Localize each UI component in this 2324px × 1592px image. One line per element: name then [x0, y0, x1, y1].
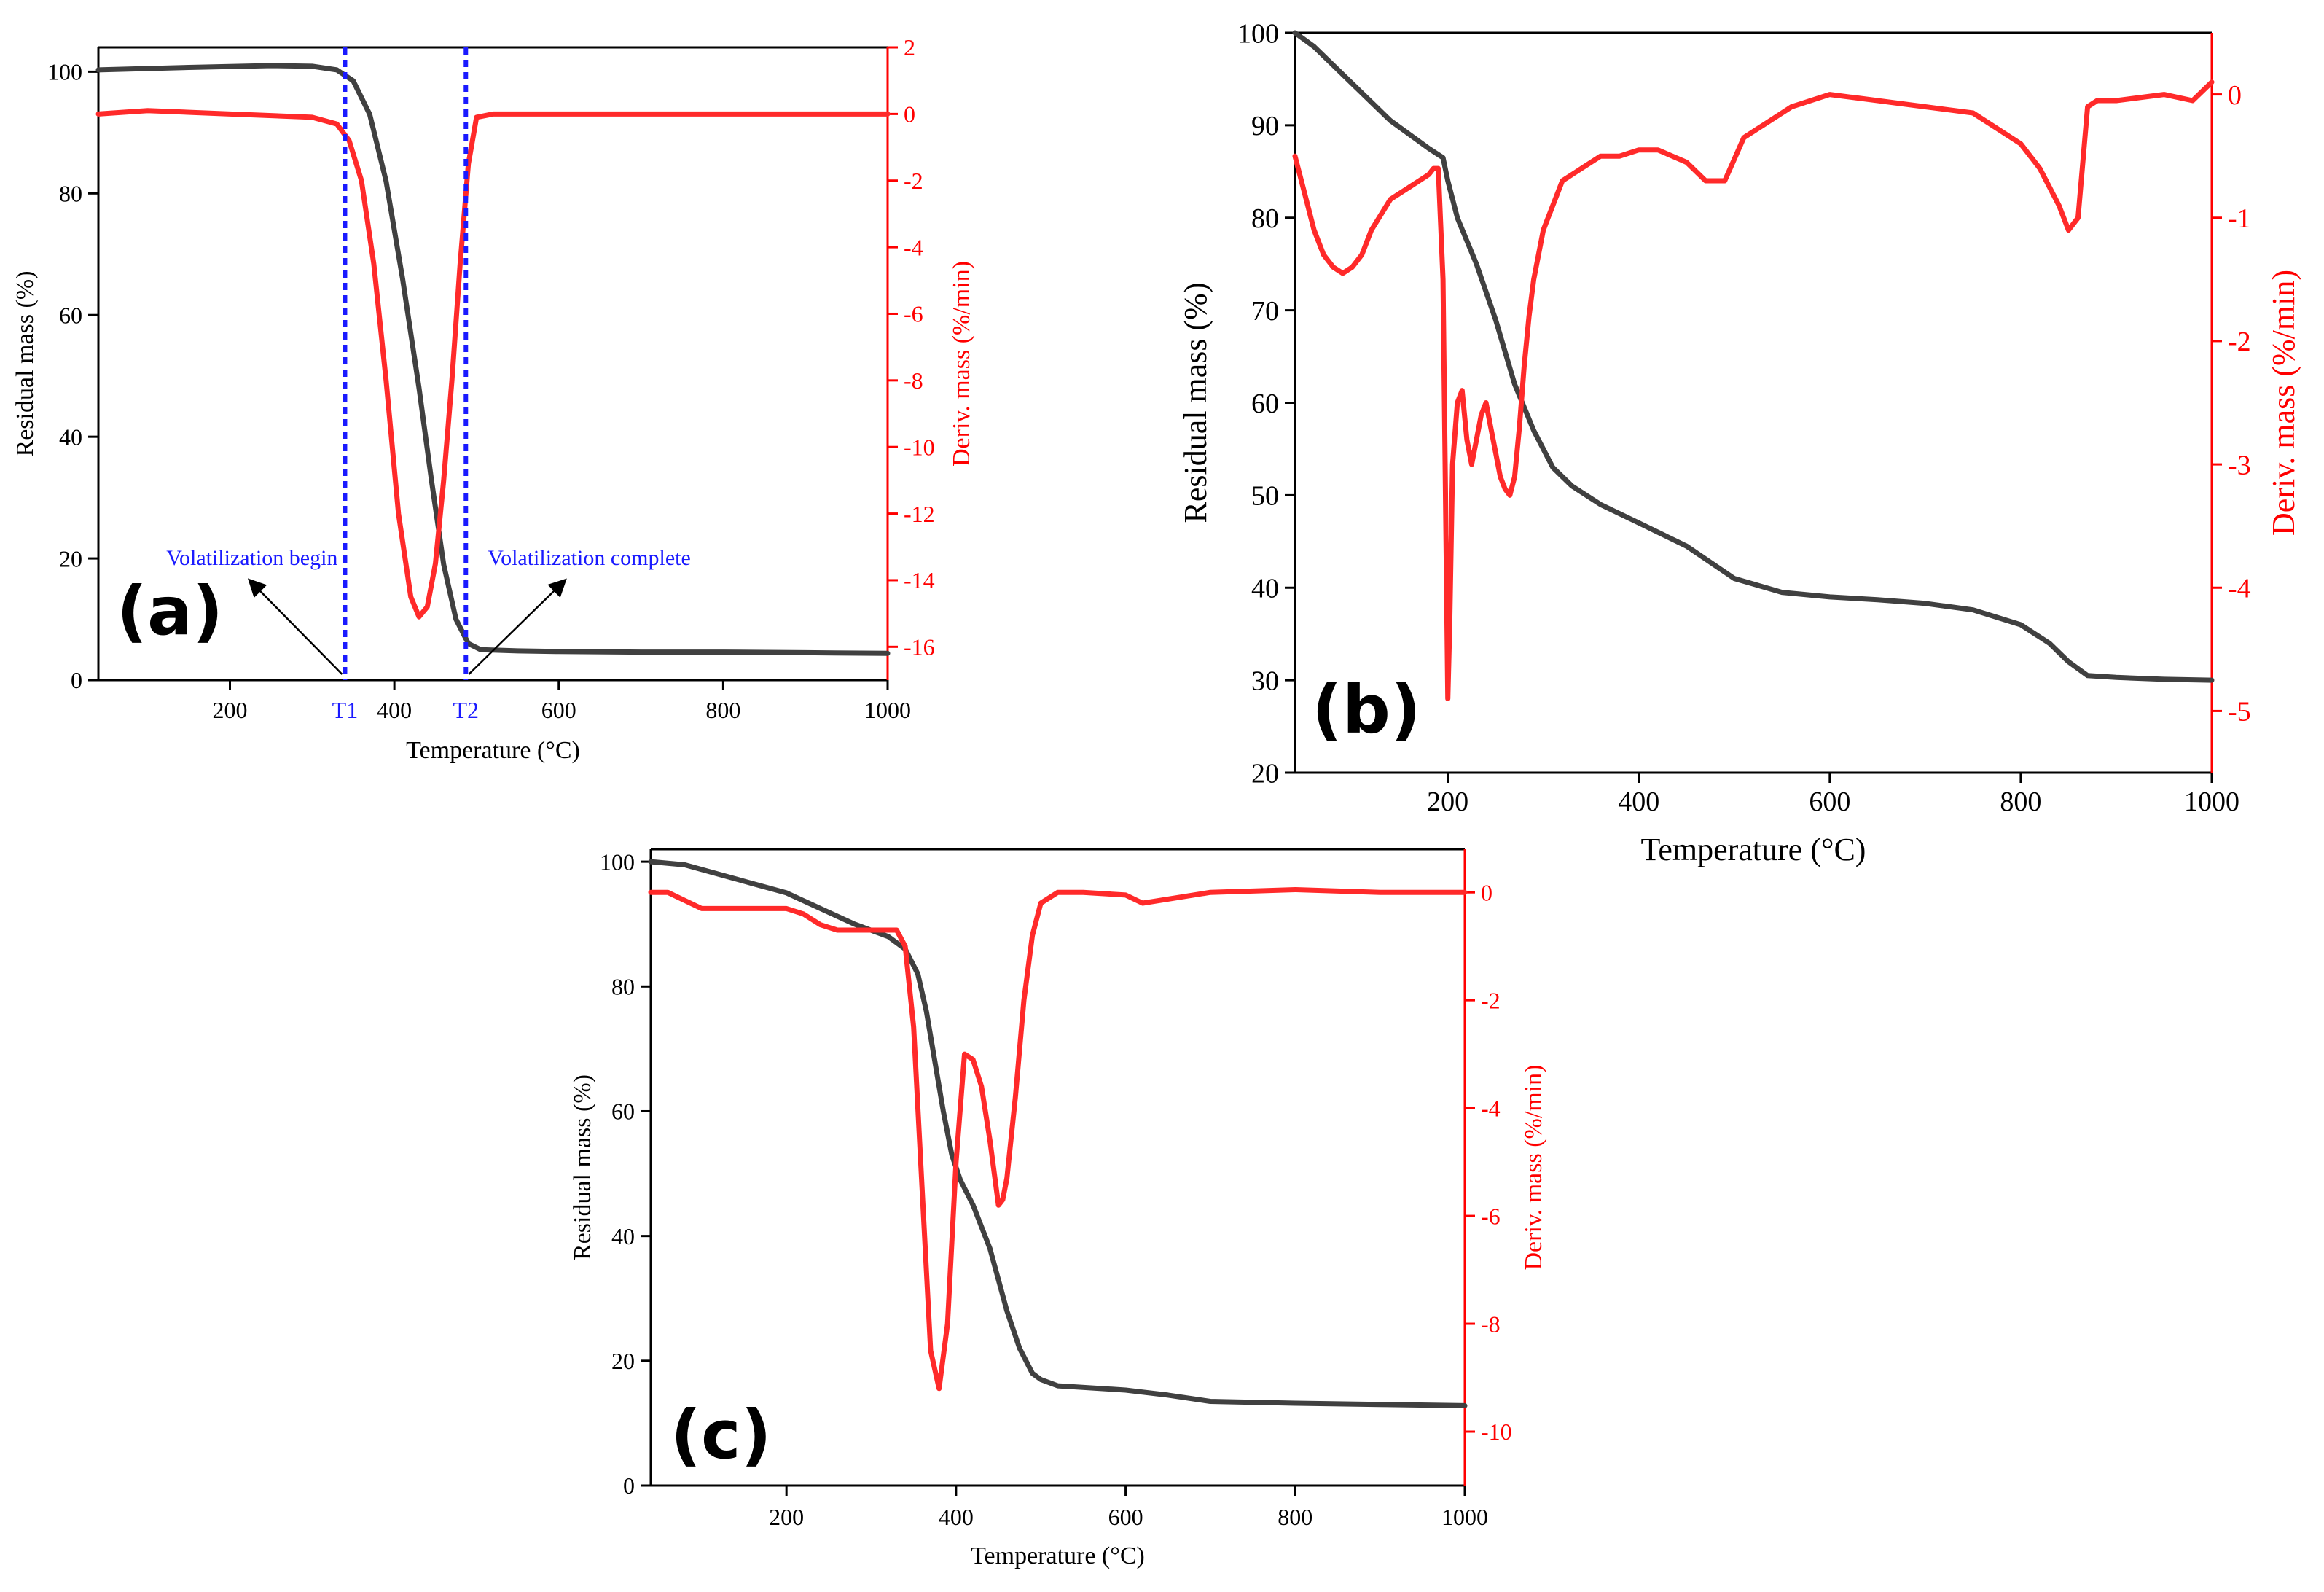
y-tick-label: 30 — [1251, 666, 1279, 696]
y-tick-label: 0 — [623, 1472, 635, 1499]
residual-mass-line — [95, 63, 891, 656]
y2-axis-label: Deriv. mass (%/min) — [1520, 1064, 1547, 1270]
y-tick-label: 50 — [1251, 481, 1279, 512]
y-tick-label: 40 — [59, 424, 82, 450]
x-tick-label: 800 — [2000, 787, 2041, 817]
y-tick-label: 80 — [59, 181, 82, 207]
y-tick-label: 0 — [71, 667, 82, 693]
annotation-complete: Volatilization complete — [488, 546, 691, 570]
y2-tick-label: -2 — [2228, 327, 2251, 357]
x-tick-label: 200 — [213, 697, 248, 723]
x-tick-label: 1000 — [864, 697, 911, 723]
y-tick-label: 20 — [611, 1348, 635, 1374]
x-tick-label: 800 — [1278, 1504, 1312, 1530]
y-tick-label: 100 — [600, 848, 635, 875]
y-axis-label: Residual mass (%) — [12, 271, 39, 457]
y2-tick-label: -6 — [904, 301, 923, 327]
y2-tick-label: 0 — [904, 101, 915, 128]
x-axis-label: Temperature (°C) — [1641, 832, 1866, 867]
deriv-mass-line — [95, 108, 891, 620]
y2-tick-label: 2 — [904, 34, 915, 61]
y2-tick-label: -16 — [904, 634, 935, 660]
y2-tick-label: -12 — [904, 501, 935, 527]
y2-tick-label: -14 — [904, 567, 935, 593]
x-tick-label: 600 — [1108, 1504, 1143, 1530]
x-tick-label: 600 — [541, 697, 576, 723]
marker-label-t1: T1 — [332, 697, 359, 723]
residual-mass-line — [1292, 30, 2215, 683]
y2-tick-label: -4 — [1481, 1095, 1501, 1121]
y2-tick-label: -10 — [1481, 1419, 1512, 1445]
y2-tick-label: -5 — [2228, 697, 2251, 727]
y-tick-label: 80 — [1251, 203, 1279, 234]
deriv-mass-line — [648, 887, 1468, 1392]
y-axis-label: Residual mass (%) — [1178, 283, 1213, 523]
panel-b: 200 400 600 800 1000 20 30 40 50 60 70 80 90 100 -5 -4 -… — [1178, 18, 2301, 867]
panel-c: 200 400 600 800 1000 0 20 40 60 80 100 -10 -8 -6 -4 -2 0… — [569, 848, 1547, 1569]
y-tick-label: 40 — [1251, 574, 1279, 604]
y2-tick-label: -3 — [2228, 450, 2251, 480]
y-tick-label: 20 — [1251, 758, 1279, 789]
y2-tick-label: -2 — [1481, 987, 1501, 1013]
residual-mass-line — [648, 859, 1468, 1408]
y2-tick-label: 0 — [2228, 80, 2242, 111]
x-tick-label: 400 — [1618, 787, 1659, 817]
y-axis-label: Residual mass (%) — [569, 1074, 596, 1260]
x-tick-label: 200 — [769, 1504, 804, 1530]
x-axis-label: Temperature (°C) — [406, 737, 580, 764]
y2-tick-label: 0 — [1481, 879, 1492, 905]
panel-label: (b) — [1312, 671, 1421, 749]
annotation-begin: Volatilization begin — [166, 546, 337, 570]
y2-tick-label: -10 — [904, 434, 935, 460]
y-tick-label: 60 — [1251, 389, 1279, 419]
y2-axis-label: Deriv. mass (%/min) — [2266, 270, 2301, 536]
y-tick-label: 40 — [611, 1223, 635, 1249]
x-tick-label: 600 — [1809, 787, 1850, 817]
y-tick-label: 60 — [611, 1099, 635, 1125]
y-tick-label: 90 — [1251, 111, 1279, 141]
panel-a: 200 400 600 800 1000020406080100-16-14-12-10… — [12, 34, 975, 764]
y2-tick-label: -2 — [904, 168, 923, 194]
y2-tick-label: -8 — [904, 367, 923, 394]
x-tick-label: 200 — [1427, 787, 1468, 817]
y2-tick-label: -4 — [904, 234, 923, 260]
panel-label: (a) — [117, 572, 223, 650]
deriv-mass-line — [1292, 79, 2215, 701]
annotation-arrow — [247, 578, 343, 675]
x-tick-label: 1000 — [1441, 1504, 1488, 1530]
y2-tick-label: -8 — [1481, 1311, 1501, 1337]
panel-label: (c) — [670, 1396, 772, 1474]
x-tick-label: 800 — [705, 697, 740, 723]
y-tick-label: 100 — [47, 59, 82, 85]
y-tick-label: 20 — [59, 545, 82, 571]
y2-axis-label: Deriv. mass (%/min) — [948, 261, 975, 467]
x-tick-label: 400 — [939, 1504, 974, 1530]
x-axis-label: Temperature (°C) — [971, 1542, 1145, 1569]
x-tick-label: 1000 — [2184, 787, 2239, 817]
y-tick-label: 100 — [1237, 18, 1279, 49]
y-tick-label: 60 — [59, 302, 82, 328]
y2-tick-label: -4 — [2228, 574, 2251, 604]
annotation-arrow — [468, 578, 567, 675]
y-tick-label: 70 — [1251, 296, 1279, 327]
marker-label-t2: T2 — [453, 697, 479, 723]
y-tick-label: 80 — [611, 973, 635, 999]
y2-tick-label: -6 — [1481, 1203, 1501, 1229]
x-tick-label: 400 — [377, 697, 412, 723]
y2-tick-label: -1 — [2228, 203, 2251, 234]
